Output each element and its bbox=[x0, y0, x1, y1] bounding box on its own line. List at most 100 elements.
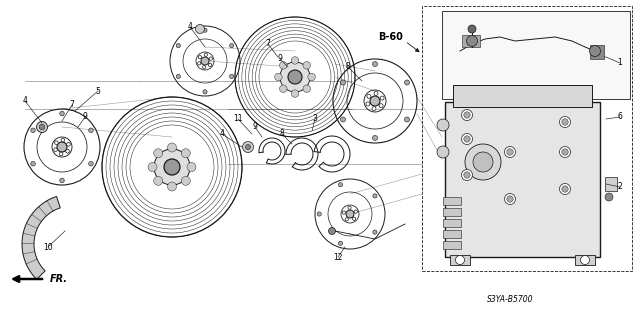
Circle shape bbox=[437, 119, 449, 131]
Circle shape bbox=[473, 152, 493, 172]
Circle shape bbox=[373, 230, 377, 234]
Circle shape bbox=[404, 117, 410, 122]
Bar bbox=[462, 35, 480, 47]
Circle shape bbox=[559, 183, 570, 195]
Circle shape bbox=[67, 143, 70, 146]
Circle shape bbox=[89, 161, 93, 166]
Circle shape bbox=[201, 57, 209, 65]
Circle shape bbox=[379, 104, 383, 108]
Circle shape bbox=[367, 94, 371, 98]
Circle shape bbox=[373, 194, 377, 198]
Circle shape bbox=[60, 111, 64, 116]
Circle shape bbox=[340, 117, 346, 122]
Circle shape bbox=[372, 107, 376, 111]
Circle shape bbox=[372, 62, 378, 67]
Polygon shape bbox=[22, 197, 60, 279]
Circle shape bbox=[562, 186, 568, 192]
Circle shape bbox=[280, 62, 287, 69]
Circle shape bbox=[468, 25, 476, 33]
Circle shape bbox=[354, 210, 358, 213]
Bar bbox=[443, 241, 461, 249]
Circle shape bbox=[230, 74, 234, 78]
Circle shape bbox=[464, 112, 470, 118]
Circle shape bbox=[54, 148, 58, 152]
Bar bbox=[605, 177, 617, 191]
Bar bbox=[443, 219, 461, 227]
Circle shape bbox=[340, 80, 346, 85]
Circle shape bbox=[280, 62, 310, 92]
Circle shape bbox=[203, 28, 207, 32]
Circle shape bbox=[89, 128, 93, 133]
Circle shape bbox=[36, 122, 47, 132]
Circle shape bbox=[366, 102, 370, 106]
Circle shape bbox=[562, 149, 568, 155]
Circle shape bbox=[154, 149, 163, 158]
Circle shape bbox=[291, 57, 299, 64]
Circle shape bbox=[461, 169, 472, 181]
Circle shape bbox=[348, 206, 351, 209]
Circle shape bbox=[345, 218, 348, 221]
Bar bbox=[443, 230, 461, 238]
Bar bbox=[443, 197, 461, 205]
Circle shape bbox=[370, 96, 380, 106]
Circle shape bbox=[339, 182, 342, 187]
Text: 9: 9 bbox=[278, 55, 282, 63]
Circle shape bbox=[168, 143, 177, 152]
Circle shape bbox=[461, 133, 472, 145]
Circle shape bbox=[230, 43, 234, 48]
Circle shape bbox=[456, 256, 465, 264]
Circle shape bbox=[243, 142, 253, 152]
Text: 4: 4 bbox=[188, 23, 193, 32]
Circle shape bbox=[187, 162, 196, 172]
Text: 12: 12 bbox=[333, 253, 343, 262]
Circle shape bbox=[154, 149, 190, 185]
Text: 4: 4 bbox=[220, 130, 225, 138]
Circle shape bbox=[288, 70, 302, 84]
Text: FR.: FR. bbox=[50, 274, 68, 284]
Circle shape bbox=[507, 149, 513, 155]
Text: 9: 9 bbox=[83, 113, 88, 122]
Circle shape bbox=[317, 212, 321, 216]
Circle shape bbox=[54, 141, 58, 145]
Circle shape bbox=[61, 138, 65, 142]
Circle shape bbox=[209, 57, 212, 60]
Text: 4: 4 bbox=[22, 97, 28, 106]
Text: 5: 5 bbox=[95, 86, 100, 95]
Circle shape bbox=[31, 161, 35, 166]
Circle shape bbox=[176, 74, 180, 78]
Circle shape bbox=[507, 196, 513, 202]
Bar bbox=[590, 45, 604, 59]
Circle shape bbox=[204, 53, 207, 56]
Text: 7: 7 bbox=[70, 100, 74, 109]
Text: 3: 3 bbox=[312, 115, 317, 123]
Circle shape bbox=[176, 43, 180, 48]
Circle shape bbox=[202, 66, 206, 69]
Circle shape bbox=[372, 136, 378, 140]
Circle shape bbox=[195, 25, 205, 33]
Circle shape bbox=[559, 116, 570, 128]
Circle shape bbox=[380, 96, 384, 100]
Circle shape bbox=[291, 90, 299, 97]
Circle shape bbox=[66, 150, 69, 153]
Circle shape bbox=[346, 210, 354, 218]
Circle shape bbox=[203, 90, 207, 94]
Circle shape bbox=[559, 146, 570, 158]
Text: S3YA-B5700: S3YA-B5700 bbox=[487, 294, 533, 303]
Circle shape bbox=[464, 136, 470, 142]
Circle shape bbox=[181, 176, 190, 185]
Circle shape bbox=[467, 35, 477, 47]
Circle shape bbox=[60, 152, 63, 156]
Circle shape bbox=[464, 172, 470, 178]
Circle shape bbox=[589, 46, 600, 56]
Circle shape bbox=[181, 149, 190, 158]
Circle shape bbox=[504, 146, 515, 158]
Circle shape bbox=[198, 62, 201, 65]
Bar bbox=[445, 102, 600, 257]
Text: 10: 10 bbox=[43, 242, 53, 251]
Circle shape bbox=[562, 119, 568, 125]
Bar bbox=[450, 255, 470, 265]
Circle shape bbox=[342, 211, 346, 214]
Text: 7: 7 bbox=[266, 40, 271, 48]
Bar bbox=[453, 85, 592, 107]
Circle shape bbox=[339, 241, 342, 245]
